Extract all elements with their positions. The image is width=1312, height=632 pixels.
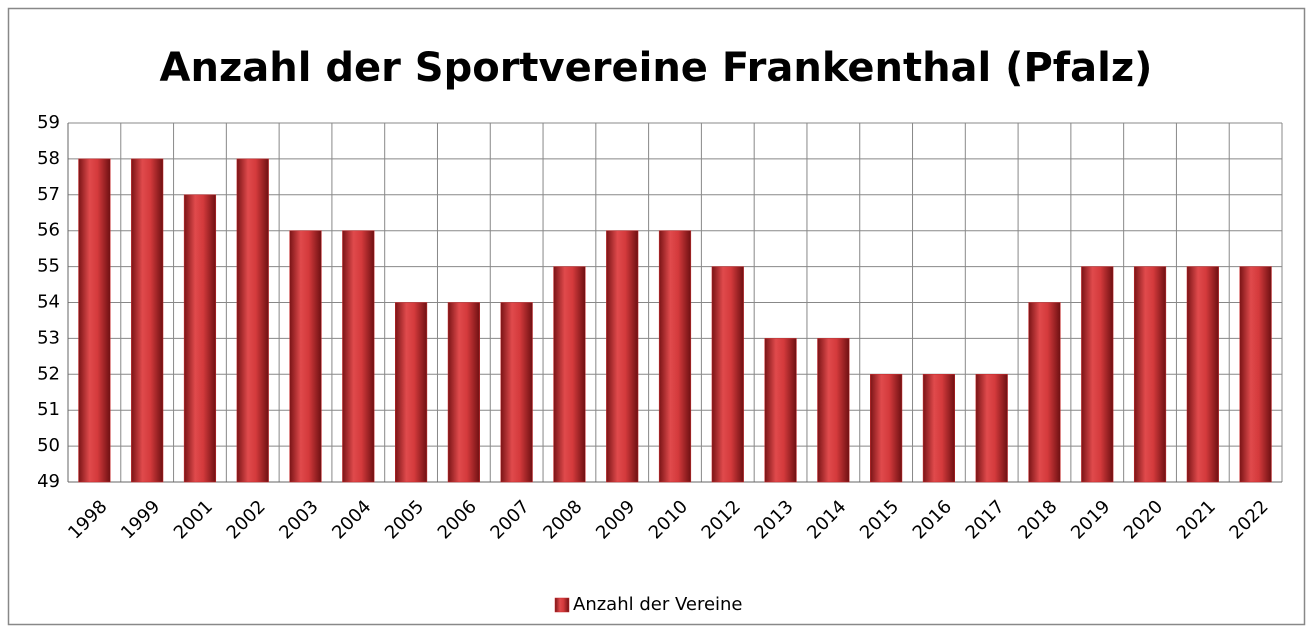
y-tick-label: 58: [37, 148, 60, 169]
bar: [553, 266, 586, 483]
y-tick-label: 59: [37, 112, 60, 133]
bar: [975, 374, 1008, 483]
bar: [236, 158, 269, 483]
bar: [870, 374, 903, 483]
bar: [1081, 266, 1114, 483]
bar: [131, 158, 164, 483]
y-tick-label: 49: [37, 471, 60, 492]
bar: [342, 230, 375, 483]
bar: [1186, 266, 1219, 483]
bar: [658, 230, 692, 483]
y-tick-label: 57: [37, 184, 60, 205]
bar: [711, 266, 744, 483]
y-tick-label: 55: [37, 256, 60, 277]
bar: [183, 194, 217, 483]
bar: [764, 338, 797, 483]
y-tick-label: 54: [37, 292, 60, 313]
bar: [1028, 302, 1061, 483]
y-tick-label: 53: [37, 327, 60, 348]
y-tick-label: 51: [37, 399, 60, 420]
bar: [817, 338, 850, 483]
bar: [922, 374, 955, 483]
bar: [1133, 266, 1167, 483]
bar: [606, 230, 639, 483]
bar: [500, 302, 533, 483]
bar: [78, 158, 111, 483]
bar: [447, 302, 480, 483]
y-tick-label: 56: [37, 220, 60, 241]
y-tick-label: 50: [37, 435, 60, 456]
bar: [289, 230, 322, 483]
y-tick-label: 52: [37, 363, 60, 384]
bar: [395, 302, 428, 483]
legend-label: Anzahl der Vereine: [573, 594, 743, 615]
chart-title: Anzahl der Sportvereine Frankenthal (Pfa…: [160, 45, 1153, 91]
legend-swatch: [554, 597, 570, 613]
bar: [1239, 266, 1272, 483]
